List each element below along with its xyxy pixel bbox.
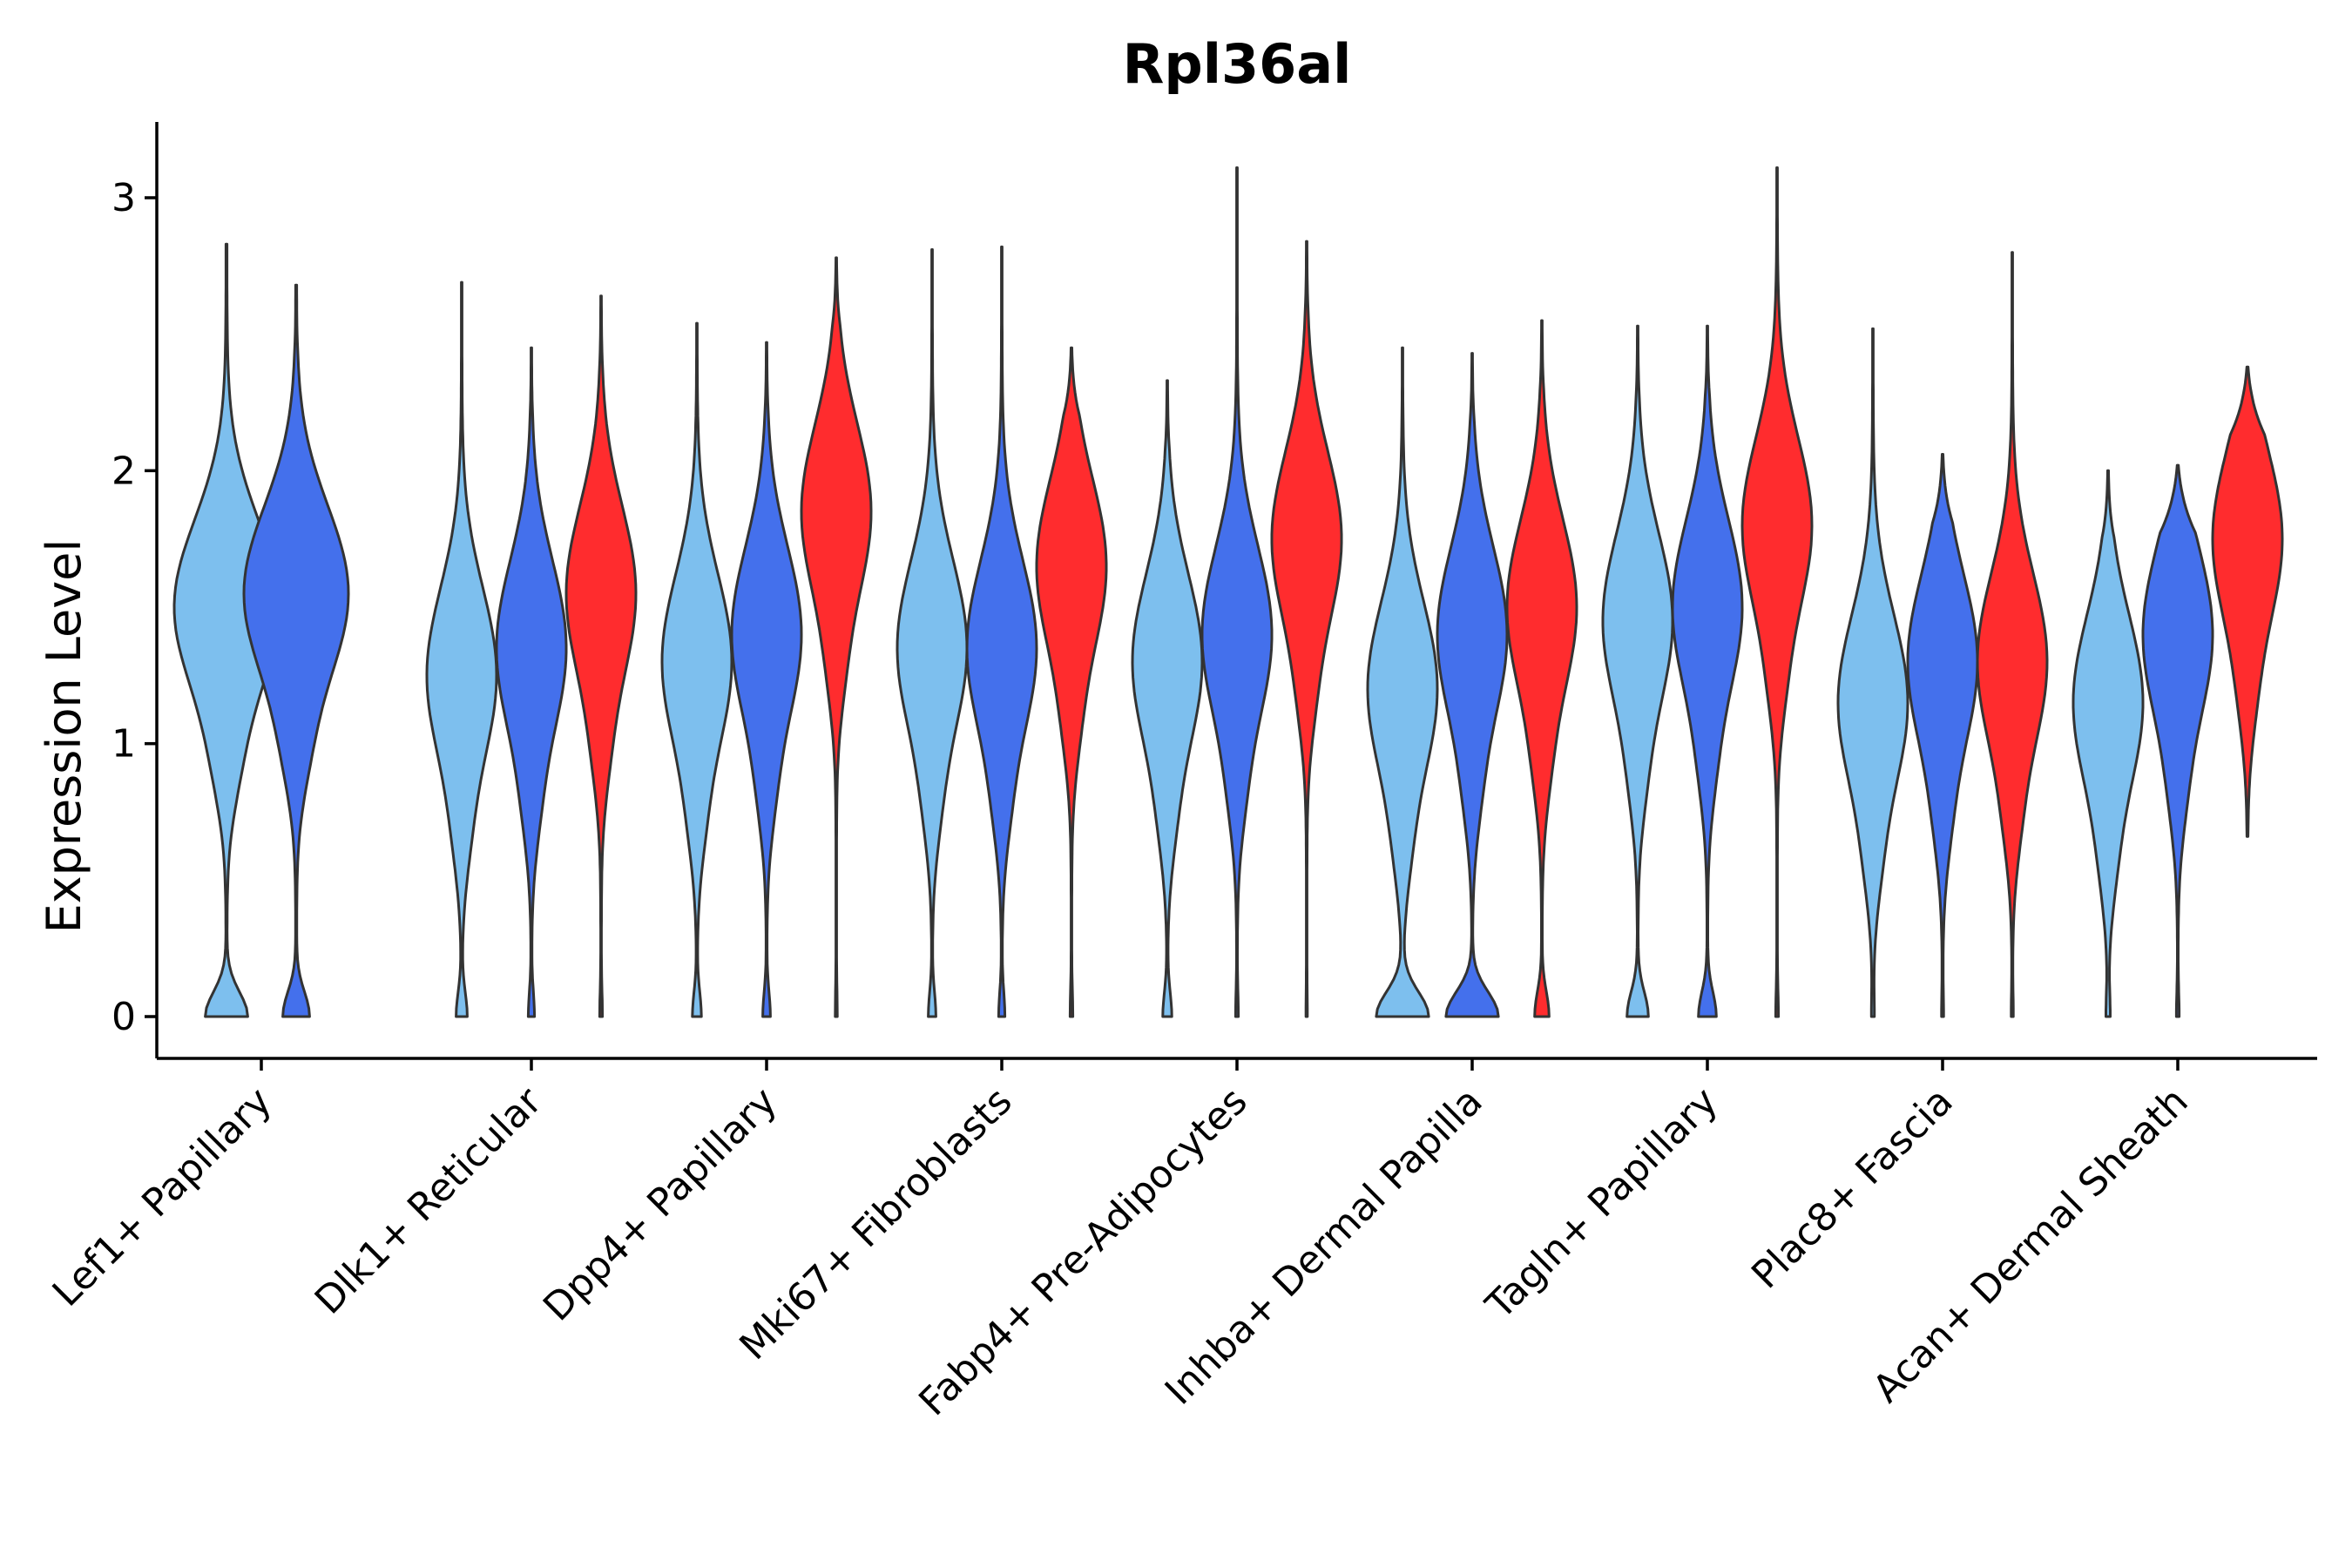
- violin-dlk1-reticular-g2: [495, 346, 568, 1018]
- violin-fabp4-pre-adipocytes-g2: [1200, 166, 1274, 1018]
- chart-title: Rpl36al: [1123, 32, 1352, 96]
- x-tick-label: Dlk1+ Reticular: [307, 1078, 551, 1323]
- x-tick-label: Dpp4+ Papillary: [535, 1079, 786, 1330]
- violin-dpp4-papillary-g2: [730, 341, 803, 1018]
- category-group: [1601, 166, 1814, 1018]
- violin-acan-dermal-sheath-g3: [2211, 365, 2284, 838]
- violin-tagln-papillary-g1: [1601, 324, 1674, 1018]
- category-group: [2072, 365, 2284, 1018]
- violin-acan-dermal-sheath-g2: [2141, 463, 2214, 1018]
- category-group: [425, 280, 638, 1018]
- violin-fabp4-pre-adipocytes-g3: [1270, 240, 1343, 1018]
- violin-plac8-fascia-g2: [1906, 453, 1979, 1018]
- y-tick-label: 2: [112, 449, 136, 493]
- y-tick-label: 0: [112, 995, 136, 1039]
- category-group: [1131, 166, 1343, 1018]
- y-axis: 0 1 2 3: [112, 122, 159, 1058]
- violin-tagln-papillary-g2: [1671, 324, 1744, 1018]
- y-tick-label: 3: [112, 176, 136, 220]
- plot-area: [172, 166, 2284, 1018]
- category-group: [1366, 319, 1578, 1018]
- x-tick-label: Plac8+ Fascia: [1743, 1079, 1962, 1298]
- violin-dlk1-reticular-g3: [564, 294, 638, 1018]
- violin-dpp4-papillary-g3: [800, 256, 873, 1018]
- violin-dpp4-papillary-g1: [660, 321, 733, 1018]
- violin-mki67-fibroblasts-g1: [896, 248, 969, 1018]
- category-group: [1836, 251, 2049, 1018]
- y-axis-label: Expression Level: [37, 539, 91, 934]
- violin-inhba-dermal-papilla-g2: [1436, 352, 1509, 1018]
- violin-inhba-dermal-papilla-g1: [1366, 346, 1439, 1018]
- category-group: [172, 242, 350, 1018]
- category-group: [896, 245, 1108, 1018]
- violin-plac8-fascia-g3: [1976, 251, 2049, 1018]
- violin-inhba-dermal-papilla-g3: [1505, 319, 1578, 1018]
- x-tick-label: Tagln+ Papillary: [1477, 1079, 1727, 1328]
- violin-mki67-fibroblasts-g2: [965, 245, 1038, 1018]
- violin-plac8-fascia-g1: [1836, 327, 1909, 1018]
- x-tick-label: Lef1+ Papillary: [44, 1079, 280, 1315]
- violin-tagln-papillary-g3: [1740, 166, 1814, 1018]
- violin-fabp4-pre-adipocytes-g1: [1131, 379, 1204, 1018]
- violin-acan-dermal-sheath-g1: [2072, 469, 2145, 1018]
- y-tick-label: 1: [112, 722, 136, 767]
- violin-dlk1-reticular-g1: [425, 280, 498, 1018]
- violin-mki67-fibroblasts-g3: [1035, 346, 1108, 1018]
- violin-lef1-papillary-g1: [172, 242, 280, 1018]
- category-group: [660, 256, 873, 1018]
- violin-lef1-papillary-g2: [242, 283, 350, 1018]
